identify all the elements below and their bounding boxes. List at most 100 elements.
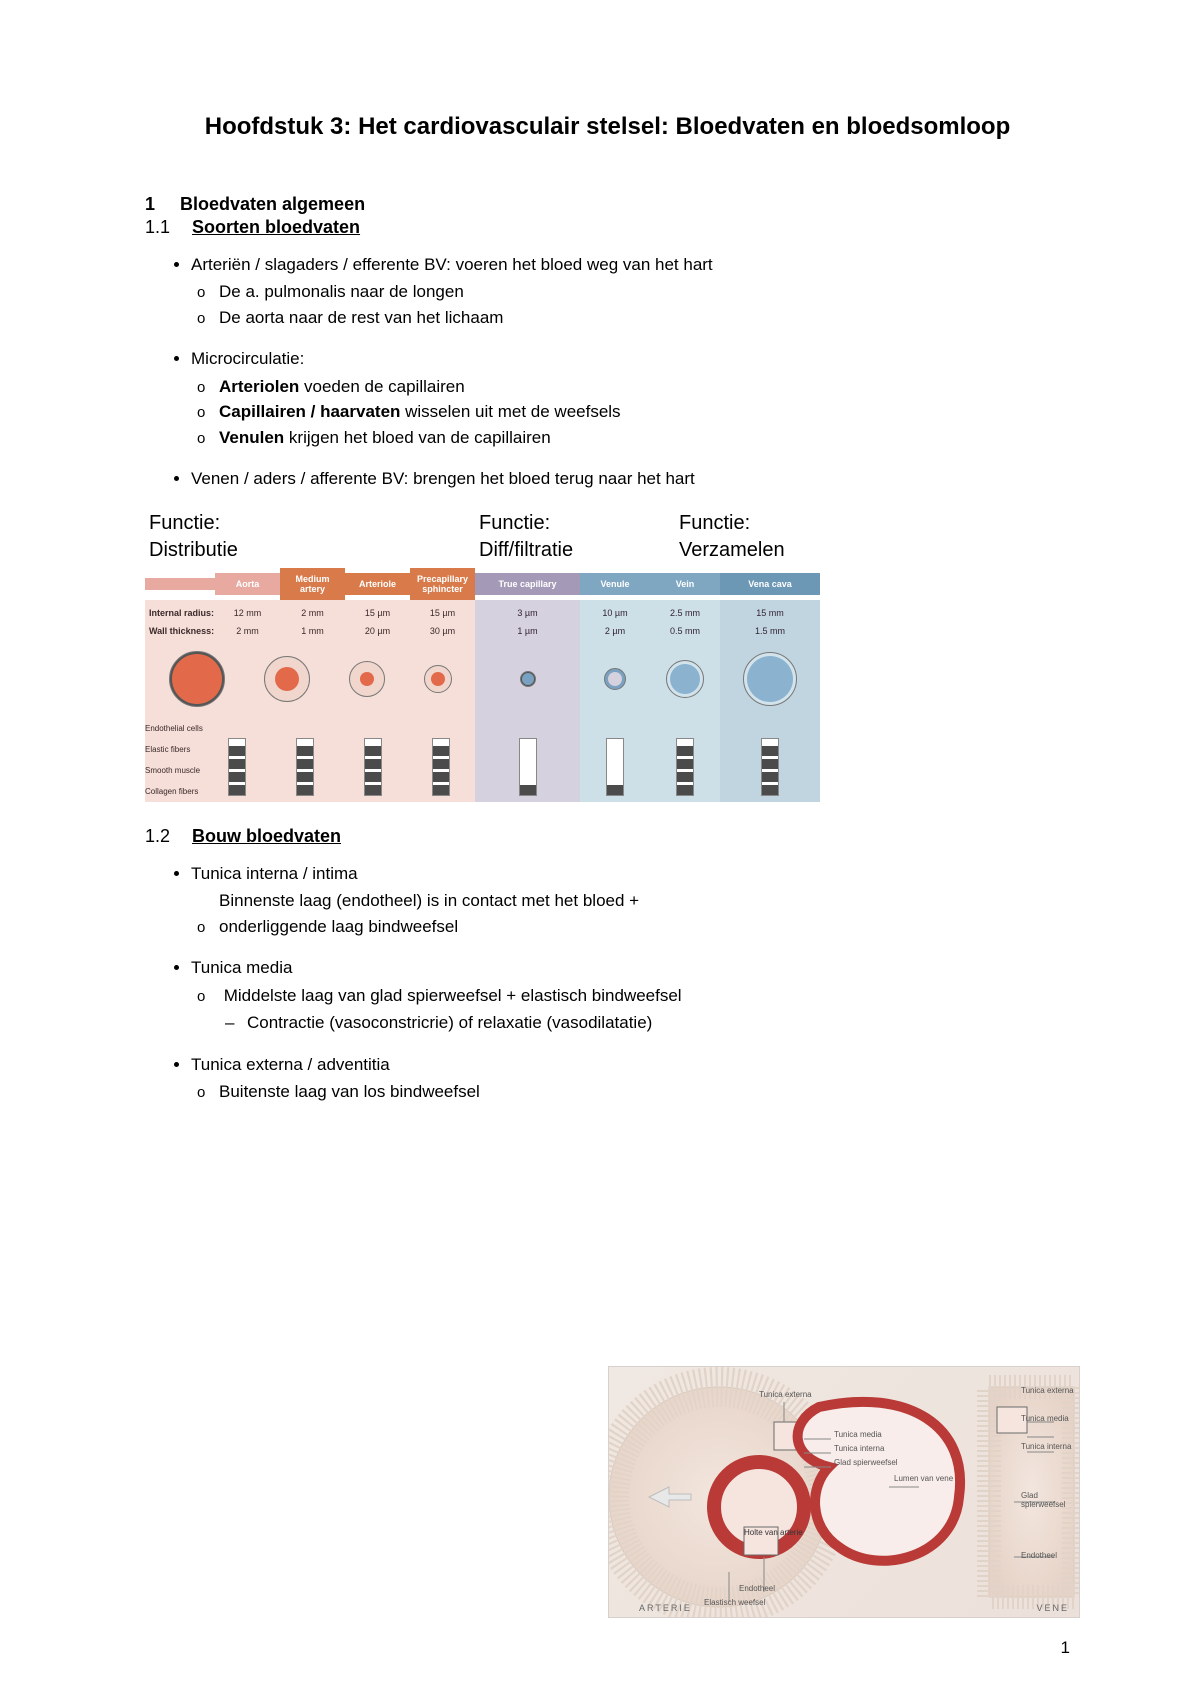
vessel-comparison-figure: Functie: Functie: Functie: Distributie D… (145, 510, 895, 802)
text: Tunica externa / adventitia (191, 1055, 390, 1074)
cell: 12 mm (215, 608, 280, 618)
bars (720, 718, 820, 796)
section-1-num: 1 (145, 194, 175, 215)
text: krijgen het bloed van de capillairen (284, 428, 551, 447)
func-label: Functie: (479, 512, 679, 535)
list-item: Capillairen / haarvaten wisselen uit met… (219, 399, 1070, 425)
text: Venen / aders / afferente BV: brengen he… (191, 469, 695, 488)
chapter-title: Hoofdstuk 3: Het cardiovasculair stelsel… (145, 110, 1070, 144)
list-item: Middelste laag van glad spierweefsel + e… (219, 983, 711, 1036)
text: Buitenste laag van los bindweefsel (219, 1082, 480, 1101)
text: De aorta naar de rest van het lichaam (219, 308, 503, 327)
cell: 1 mm (280, 626, 345, 636)
cell: 2.5 mm (650, 604, 720, 622)
circle-row (475, 640, 580, 718)
list-item: Buitenste laag van los bindweefsel (219, 1079, 711, 1105)
section-1-title: Bloedvaten algemeen (180, 194, 365, 214)
list-item: Binnenste laag (endotheel) is in contact… (219, 888, 711, 939)
label: VENE (1036, 1603, 1069, 1613)
cell: 3 µm (475, 604, 580, 622)
vessel-header-row: AortaMedium arteryArteriolePrecapillary … (145, 568, 895, 600)
list-item: Tunica media Middelste laag van glad spi… (191, 955, 711, 1036)
circle-row (145, 640, 475, 718)
list-2: Tunica interna / intima Binnenste laag (… (145, 861, 711, 1105)
page: Hoofdstuk 3: Het cardiovasculair stelsel… (0, 0, 1200, 1698)
list-item: Contractie (vasoconstricrie) of relaxati… (247, 1010, 711, 1036)
group-label: Distributie (149, 539, 479, 562)
label: Elastisch weefsel (704, 1599, 765, 1608)
section-1-1-title: Soorten bloedvaten (192, 217, 360, 237)
section-1-1-header: 1.1 Soorten bloedvaten (145, 217, 1070, 238)
capillary-pane: 3 µm 1 µm (475, 600, 580, 802)
circle-row (720, 640, 820, 718)
component-labels: Endothelial cellsElastic fibersSmooth mu… (145, 718, 203, 796)
text: voeden de capillairen (299, 377, 464, 396)
label: Glad spierweefsel (1021, 1492, 1081, 1510)
label: Glad spierweefsel (834, 1459, 898, 1468)
cell: 15 µm (410, 608, 475, 618)
cell: 15 µm (345, 608, 410, 618)
vena-cava-pane: 15 mm 1.5 mm (720, 600, 820, 802)
vein-pane: 2.5 mm 0.5 mm (650, 600, 720, 802)
list-item: De a. pulmonalis naar de longen (219, 279, 1070, 305)
label: Endotheel (739, 1585, 775, 1594)
section-1-1-num: 1.1 (145, 217, 187, 238)
cell: 20 µm (345, 626, 410, 636)
section-1-2-title: Bouw bloedvaten (192, 826, 341, 846)
text: Middelste laag van glad spierweefsel + e… (224, 986, 682, 1005)
list-item: Microcirculatie: Arteriolen voeden de ca… (191, 346, 1070, 450)
label: ARTERIE (639, 1603, 692, 1613)
cell: 2 mm (280, 608, 345, 618)
text: Capillairen / haarvaten (219, 402, 400, 421)
group-label: Diff/filtratie (479, 539, 679, 562)
text: Arteriolen (219, 377, 299, 396)
label: Tunica interna (1021, 1443, 1081, 1452)
label: Tunica interna (834, 1445, 884, 1454)
text: Contractie (vasoconstricrie) of relaxati… (247, 1013, 652, 1032)
page-number: 1 (1061, 1638, 1070, 1658)
cell: 15 mm (720, 604, 820, 622)
list-item: De aorta naar de rest van het lichaam (219, 305, 1070, 331)
group-label: Verzamelen (679, 539, 899, 562)
cell: 2 µm (580, 622, 650, 640)
artery-vein-svg (609, 1367, 1079, 1617)
list-item: Tunica externa / adventitia Buitenste la… (191, 1052, 711, 1105)
label: Tunica media (1021, 1415, 1081, 1424)
bars (650, 718, 720, 796)
text: Arteriën / slagaders / efferente BV: voe… (191, 255, 713, 274)
venule-pane: 10 µm 2 µm (580, 600, 650, 802)
label: Tunica externa (759, 1391, 812, 1400)
circle-row (650, 640, 720, 718)
list-item: Venen / aders / afferente BV: brengen he… (191, 466, 1070, 492)
func-label: Functie: (679, 512, 899, 535)
row-label: Wall thickness: (145, 626, 215, 636)
text: wisselen uit met de weefsels (400, 402, 620, 421)
section-1-2-header: 1.2 Bouw bloedvaten (145, 826, 1070, 847)
list-item: Venulen krijgen het bloed van de capilla… (219, 425, 1070, 451)
section-1-2-num: 1.2 (145, 826, 187, 847)
cell: 2 mm (215, 626, 280, 636)
list-1: Arteriën / slagaders / efferente BV: voe… (145, 252, 1070, 492)
label: Endotheel (1021, 1552, 1081, 1561)
text: Microcirculatie: (191, 349, 304, 368)
bars (475, 718, 580, 796)
cell: 1.5 mm (720, 622, 820, 640)
text: Binnenste laag (endotheel) is in contact… (219, 888, 711, 939)
section-1-header: 1 Bloedvaten algemeen (145, 194, 1070, 215)
vessel-body: Internal radius: 12 mm 2 mm 15 µm 15 µm … (145, 600, 895, 802)
text: De a. pulmonalis naar de longen (219, 282, 464, 301)
list-item: Tunica interna / intima Binnenste laag (… (191, 861, 711, 940)
arterial-pane: Internal radius: 12 mm 2 mm 15 µm 15 µm … (145, 600, 475, 802)
list-item: Arteriën / slagaders / efferente BV: voe… (191, 252, 1070, 331)
row-label: Internal radius: (145, 608, 215, 618)
bars (203, 718, 475, 796)
cell: 0.5 mm (650, 622, 720, 640)
func-label: Functie: (149, 512, 479, 535)
text: Tunica media (191, 958, 292, 977)
list-item: Arteriolen voeden de capillairen (219, 374, 1070, 400)
text: Venulen (219, 428, 284, 447)
text: Tunica interna / intima (191, 864, 358, 883)
cell: 1 µm (475, 622, 580, 640)
label: Tunica media (834, 1431, 882, 1440)
bars (580, 718, 650, 796)
